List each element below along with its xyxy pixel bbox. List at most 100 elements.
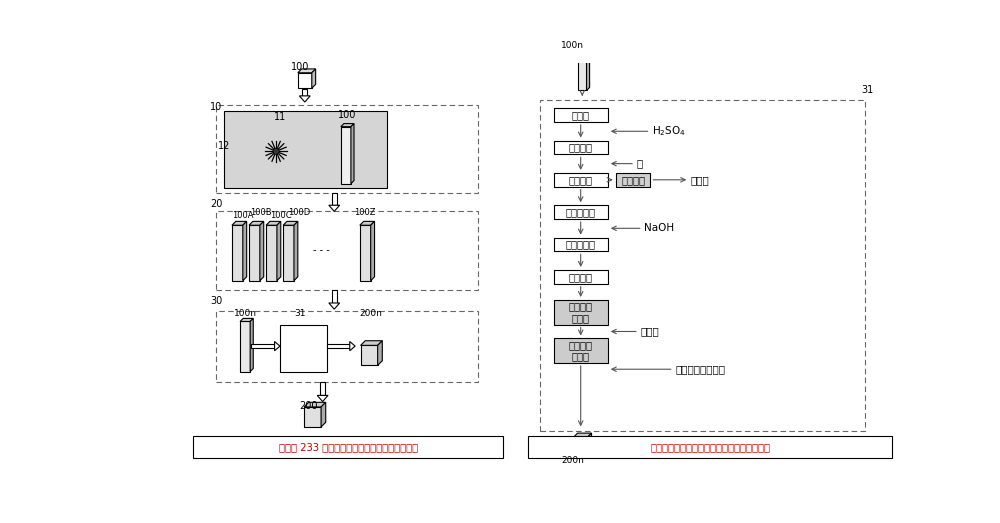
Polygon shape xyxy=(574,433,592,437)
Text: イエロー
ケーキ: イエロー ケーキ xyxy=(569,301,593,323)
Text: NaOH: NaOH xyxy=(644,223,674,233)
Circle shape xyxy=(273,148,279,154)
Text: 31: 31 xyxy=(861,85,874,96)
Bar xyxy=(341,127,351,184)
Text: マグネシウム還元: マグネシウム還元 xyxy=(675,364,725,374)
Text: 10: 10 xyxy=(210,101,222,111)
Bar xyxy=(554,141,608,154)
Text: 固液分離: 固液分離 xyxy=(569,175,593,185)
Text: トリウム: トリウム xyxy=(621,175,645,185)
Bar xyxy=(554,108,608,122)
Bar xyxy=(240,322,250,371)
Bar xyxy=(540,100,865,431)
Text: 100B: 100B xyxy=(251,208,272,217)
Polygon shape xyxy=(588,433,592,454)
Text: 200n: 200n xyxy=(561,456,584,464)
Bar xyxy=(332,193,337,205)
Bar xyxy=(554,237,608,252)
Text: 100Z: 100Z xyxy=(354,208,375,217)
Bar xyxy=(326,344,350,348)
Text: ウラン 233 製造方法の概略構成を示すフロー図: ウラン 233 製造方法の概略構成を示すフロー図 xyxy=(279,442,418,452)
Text: 11: 11 xyxy=(274,112,286,122)
Polygon shape xyxy=(283,221,298,225)
Polygon shape xyxy=(232,221,247,225)
Text: 破粉砕: 破粉砕 xyxy=(572,110,590,120)
Polygon shape xyxy=(350,342,355,351)
Text: 100A: 100A xyxy=(232,211,253,221)
Text: 再利用: 再利用 xyxy=(691,175,710,185)
Bar xyxy=(528,436,892,458)
Polygon shape xyxy=(299,96,310,102)
Polygon shape xyxy=(587,49,590,90)
Bar xyxy=(224,111,387,188)
Bar xyxy=(298,73,312,88)
Bar xyxy=(616,173,650,187)
Text: 31: 31 xyxy=(294,309,305,319)
Text: ウラン沈殿: ウラン沈殿 xyxy=(566,240,596,249)
Polygon shape xyxy=(341,123,354,127)
Polygon shape xyxy=(578,49,590,52)
Text: 100C: 100C xyxy=(270,211,292,221)
Text: ウラン製錬プロセスの概略構成を示す説明図: ウラン製錬プロセスの概略構成を示す説明図 xyxy=(650,442,770,452)
Bar xyxy=(554,300,608,325)
Bar xyxy=(266,225,277,281)
Polygon shape xyxy=(249,221,264,225)
Bar xyxy=(304,407,321,427)
Bar xyxy=(320,382,325,395)
Text: 200n: 200n xyxy=(359,309,382,319)
Polygon shape xyxy=(240,319,253,322)
Polygon shape xyxy=(321,402,326,427)
Polygon shape xyxy=(378,340,382,366)
Polygon shape xyxy=(329,303,340,309)
Bar xyxy=(193,436,503,458)
Text: 脱水乾燥: 脱水乾燥 xyxy=(569,272,593,282)
Polygon shape xyxy=(329,205,340,211)
Bar xyxy=(216,211,478,290)
Bar xyxy=(251,344,275,348)
Polygon shape xyxy=(371,221,375,281)
Text: 30: 30 xyxy=(210,295,222,305)
Text: 100n: 100n xyxy=(234,309,256,319)
Polygon shape xyxy=(294,221,298,281)
Text: フッ素: フッ素 xyxy=(640,326,659,336)
Text: 水: 水 xyxy=(637,158,643,168)
Text: 100n: 100n xyxy=(561,41,584,50)
Text: 100: 100 xyxy=(291,62,309,72)
Polygon shape xyxy=(360,221,375,225)
Text: 濃集・精製: 濃集・精製 xyxy=(566,207,596,217)
Text: 硫酸浸出: 硫酸浸出 xyxy=(569,142,593,153)
Bar xyxy=(554,338,608,363)
Polygon shape xyxy=(250,319,253,371)
Bar xyxy=(578,52,587,90)
Polygon shape xyxy=(243,221,247,281)
Text: 12: 12 xyxy=(218,141,230,151)
Bar xyxy=(283,225,294,281)
Polygon shape xyxy=(351,123,354,184)
Text: 四フッ化
ウラン: 四フッ化 ウラン xyxy=(569,340,593,361)
Polygon shape xyxy=(304,402,326,407)
Polygon shape xyxy=(317,395,328,402)
Bar xyxy=(280,325,326,371)
Bar xyxy=(554,173,608,187)
Bar xyxy=(216,312,478,382)
Text: 200: 200 xyxy=(299,401,318,411)
Text: 100D: 100D xyxy=(288,208,310,217)
Bar xyxy=(232,225,243,281)
Polygon shape xyxy=(361,340,382,345)
Text: 20: 20 xyxy=(210,199,223,209)
Polygon shape xyxy=(312,69,316,88)
Polygon shape xyxy=(260,221,264,281)
Bar xyxy=(554,270,608,284)
Bar xyxy=(360,225,371,281)
Bar xyxy=(216,105,478,193)
Bar xyxy=(332,290,337,303)
Bar xyxy=(302,89,307,96)
Bar xyxy=(574,437,588,454)
Text: 100: 100 xyxy=(338,110,356,120)
Polygon shape xyxy=(275,342,280,351)
Text: H$_2$SO$_4$: H$_2$SO$_4$ xyxy=(652,124,686,138)
Polygon shape xyxy=(266,221,281,225)
Text: - - -: - - - xyxy=(313,245,329,255)
Bar xyxy=(249,225,260,281)
Bar xyxy=(554,205,608,219)
